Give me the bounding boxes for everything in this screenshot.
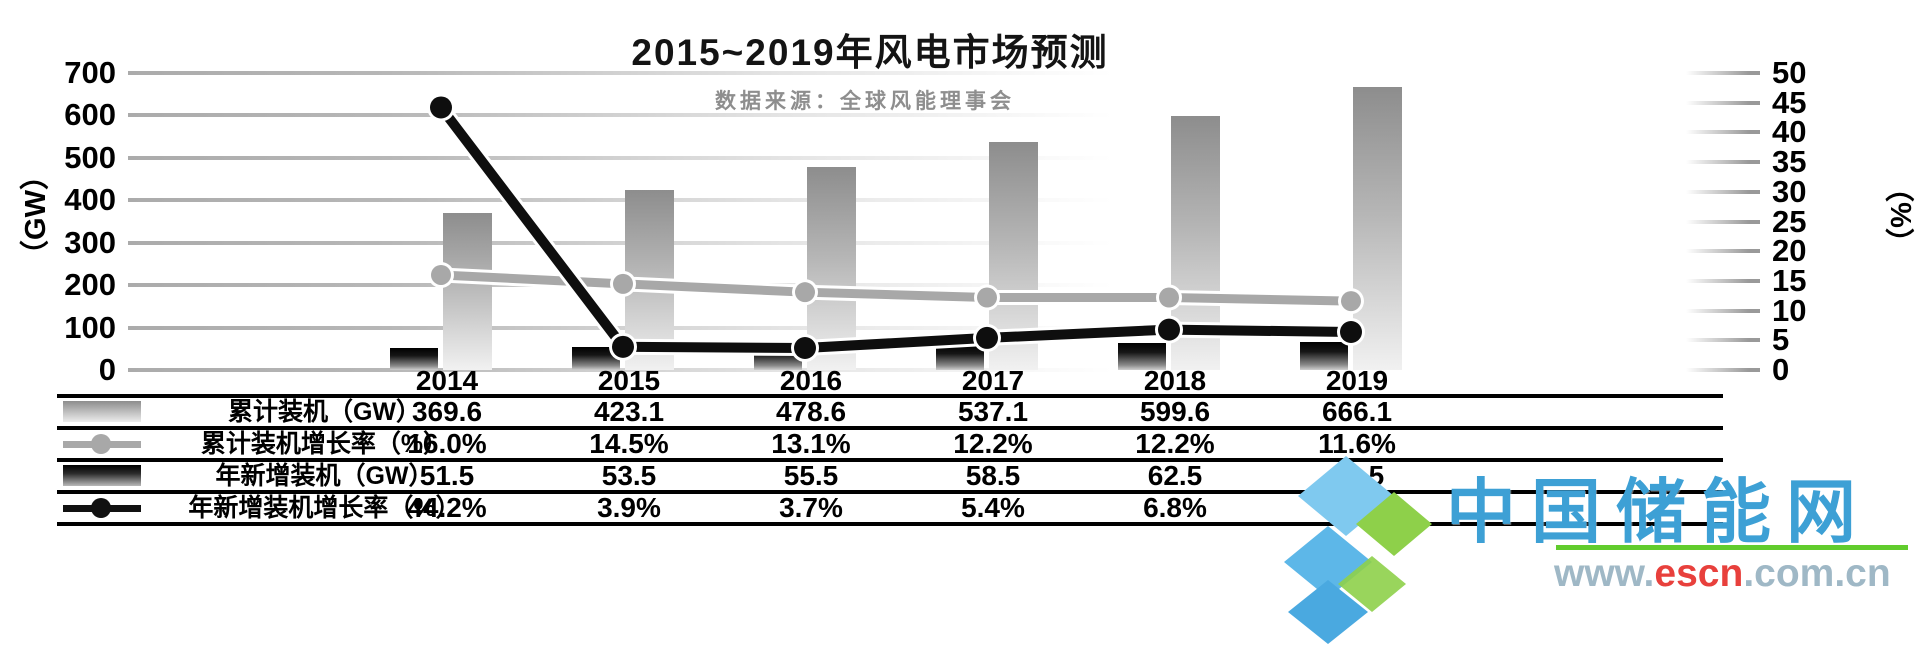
watermark-url-suffix: .com.cn (1743, 552, 1891, 595)
left-axis-tick-label: 500 (64, 139, 116, 175)
right-axis-title: （%） (1886, 173, 1918, 257)
grid-line (128, 368, 1576, 372)
right-axis-tick (1686, 100, 1760, 105)
right-axis-tick-label: 35 (1772, 144, 1807, 180)
right-axis-tick-label: 10 (1772, 292, 1807, 328)
value-cell: 12.2% (953, 428, 1033, 459)
value-cell: 51.5 (419, 460, 475, 491)
value-cell: 599.6 (1139, 396, 1211, 427)
right-axis-tick (1686, 130, 1760, 135)
bar-cumulative-capacity (807, 166, 856, 370)
left-axis-tick-label: 200 (64, 267, 116, 303)
right-axis-tick-label: 40 (1772, 114, 1807, 150)
left-axis-tick-label: 100 (64, 309, 116, 345)
series-label: 累计装机（GW） (227, 398, 422, 426)
value-cell: 53.5 (601, 460, 657, 491)
bar-cumulative-capacity (1353, 87, 1402, 370)
chart-title: 2015~2019年风电市场预测 (631, 32, 1109, 73)
series-label: 累计装机增长率（%） (200, 430, 449, 458)
x-axis-year-label: 2014 (415, 365, 479, 396)
right-axis-tick (1686, 308, 1760, 313)
grid-line (128, 71, 1576, 75)
right-axis-tick (1686, 189, 1760, 194)
legend-cell (63, 401, 149, 423)
value-cell: 44.2% (407, 492, 487, 523)
legend-line-black-icon (63, 497, 141, 519)
value-cell: 58.5 (965, 460, 1021, 491)
series-label: 年新增装机（GW） (215, 462, 434, 490)
watermark-url-domain: escn (1654, 552, 1744, 595)
value-cell: 16.0% (407, 428, 487, 459)
legend-cell (63, 433, 149, 455)
right-axis-tick-label: 15 (1772, 262, 1807, 298)
left-axis-tick-label: 700 (64, 55, 116, 90)
value-cell: 3.7% (779, 492, 843, 523)
right-axis-tick (1686, 368, 1760, 372)
x-axis-year-label: 2018 (1143, 365, 1207, 396)
value-cell: 666.1 (1321, 396, 1393, 427)
right-axis-tick-label: 25 (1772, 203, 1807, 239)
right-axis-tick (1686, 249, 1760, 254)
left-axis-tick-label: 600 (64, 97, 116, 133)
chart-subtitle: 数据来源：全球风能理事会 (715, 90, 1015, 113)
legend-cell (63, 465, 149, 487)
left-axis-tick-label: 0 (98, 352, 116, 387)
legend-cell (63, 497, 149, 519)
watermark-url-prefix: www. (1554, 552, 1655, 595)
x-axis-year-label: 2017 (961, 365, 1025, 396)
right-axis-tick-label: 30 (1772, 173, 1807, 209)
bar-cumulative-capacity (989, 142, 1038, 370)
watermark: 中国储能网 www.escn.com.cn (1278, 450, 1923, 660)
value-cell: 369.6 (411, 396, 483, 427)
left-axis-tick-label: 300 (64, 224, 116, 260)
watermark-underline (1556, 545, 1908, 550)
right-axis-tick-label: 5 (1772, 322, 1790, 358)
value-cell: 11.6% (1318, 428, 1396, 459)
right-axis-tick-label: 0 (1772, 352, 1790, 387)
value-cell: 6.8% (1143, 492, 1207, 523)
value-cell: 423.1 (593, 396, 665, 427)
left-axis-tick-label: 400 (64, 182, 116, 218)
value-cell: 13.1% (771, 428, 851, 459)
bar-new-capacity (390, 348, 438, 370)
value-cell: 3.9% (597, 492, 661, 523)
bar-cumulative-capacity (1171, 115, 1220, 370)
legend-bar-black-icon (63, 465, 141, 486)
right-axis-tick (1686, 278, 1760, 283)
watermark-url: www.escn.com.cn (1554, 552, 1891, 596)
x-axis-year-label: 2015 (597, 365, 661, 396)
legend-line-gray-icon (63, 433, 141, 455)
right-axis-tick (1686, 219, 1760, 224)
right-axis-tick-label: 20 (1772, 233, 1807, 269)
watermark-site-name: 中国储能网 (1446, 473, 1871, 551)
bar-cumulative-capacity (625, 190, 674, 370)
x-axis-year-label: 2019 (1325, 365, 1389, 396)
right-axis-tick-label: 45 (1772, 84, 1807, 120)
bar-cumulative-capacity (443, 213, 492, 370)
right-axis-tick (1686, 160, 1760, 165)
value-cell: 478.6 (775, 396, 847, 427)
right-axis-tick (1686, 338, 1760, 343)
right-axis-tick (1686, 71, 1760, 75)
value-cell: 62.5 (1147, 460, 1203, 491)
value-cell: 537.1 (957, 396, 1029, 427)
legend-bar-gray-icon (63, 401, 141, 422)
table-row: 累计装机（GW） 369.6 423.1 478.6 537.1 599.6 666.1 (57, 398, 1723, 430)
value-cell: 5.4% (961, 492, 1025, 523)
right-axis-tick-label: 50 (1772, 55, 1807, 90)
table-row: 累计装机增长率（%） 16.0% 14.5% 13.1% 12.2% 12.2% 11.6% (57, 430, 1723, 462)
series-label: 年新增装机增长率（%） (188, 494, 461, 522)
value-cell: 12.2% (1135, 428, 1215, 459)
x-axis-year-label: 2016 (779, 365, 843, 396)
value-cell: 14.5% (589, 428, 669, 459)
escn-logo (1284, 456, 1432, 644)
value-cell: 55.5 (783, 460, 839, 491)
